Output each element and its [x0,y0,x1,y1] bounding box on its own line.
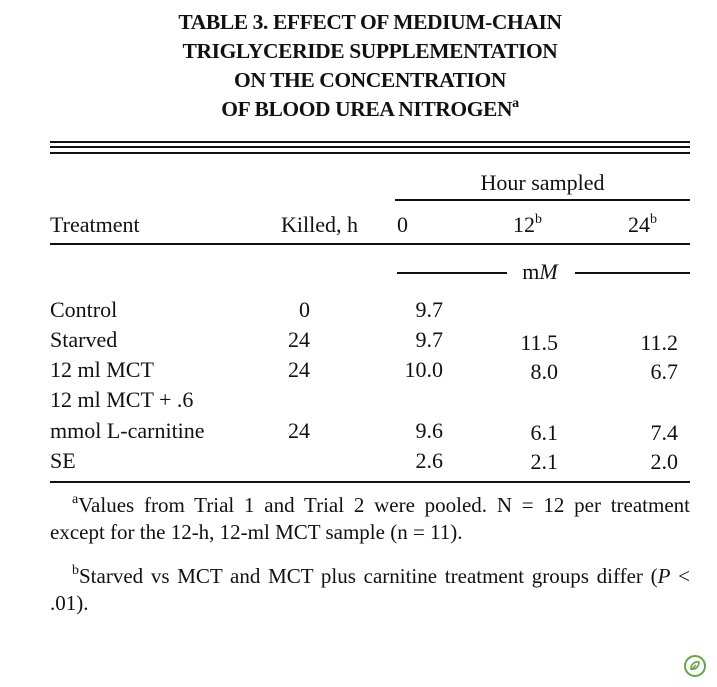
title-line-4-text: OF BLOOD UREA NITROGEN [221,97,513,121]
title-line-2: TRIGLYCERIDE SUPPLEMENTATION [182,39,558,63]
row-hour-12: 2.1 [530,449,559,474]
top-rule-3 [50,152,690,154]
unit-rule-right [575,272,690,274]
header-rule [50,243,690,245]
row-hour-24: 2.0 [650,449,679,474]
unit-rule-left [397,272,507,274]
row-hour-0: 10.0 [404,357,444,382]
leaf-badge-icon [684,655,706,677]
row-hour-12: 8.0 [530,359,559,384]
row-treatment: 12 ml MCT + .6 [50,387,194,412]
footnote-b: bStarved vs MCT and MCT plus carnitine t… [50,563,690,617]
header-treatment: Treatment [50,212,140,237]
unit-label-text: mM [522,259,558,284]
header-hour-12-mark: b [535,212,542,227]
row-killed: 24 [288,357,310,382]
row-hour-0: 9.7 [415,297,444,322]
title-line-4: OF BLOOD UREA NITROGENa [50,95,690,124]
row-hour-0: 2.6 [415,448,444,473]
unit-label: mM [507,259,573,285]
header-hour-24-mark: b [650,212,657,227]
header-hour-24: 24b [628,212,657,238]
top-rule-2 [50,146,690,148]
top-rule-1 [50,141,690,143]
footnote-b-text-2: < .01). [50,564,691,615]
row-hour-0: 9.6 [415,418,444,443]
header-hour-12: 12b [513,212,542,238]
row-killed: 24 [288,327,310,352]
header-killed: Killed, h [281,212,358,237]
header-hour-24-text: 24 [628,212,650,237]
row-treatment: 12 ml MCT [50,357,154,382]
row-treatment: SE [50,448,76,473]
row-treatment: Control [50,297,118,322]
table-title: TABLE 3. EFFECT OF MEDIUM-CHAIN TRIGLYCE… [50,8,690,124]
header-group-rule [395,199,690,201]
footnote-a-mark: a [72,492,79,507]
bottom-rule [50,481,690,483]
row-hour-0: 9.7 [415,327,444,352]
title-line-3: ON THE CONCENTRATION [234,68,506,92]
row-treatment: mmol L-carnitine [50,418,205,443]
footnote-b-mark: b [72,563,79,578]
row-killed: 24 [288,418,310,443]
footnote-a: aValues from Trial 1 and Trial 2 were po… [50,492,690,546]
header-hour-sampled: Hour sampled [480,170,605,195]
row-hour-12: 11.5 [520,330,558,355]
footnote-b-text-1: Starved vs MCT and MCT plus carnitine tr… [79,564,658,588]
row-hour-12: 6.1 [530,420,559,445]
footnote-a-text: Values from Trial 1 and Trial 2 were poo… [50,493,690,544]
title-footnote-mark: a [512,96,519,111]
footnote-b-p: P [657,564,671,588]
row-hour-24: 11.2 [640,330,678,355]
row-killed: 0 [299,297,310,322]
row-treatment: Starved [50,327,118,352]
row-hour-24: 7.4 [650,420,679,445]
header-hour-0: 0 [397,212,408,237]
title-line-1: TABLE 3. EFFECT OF MEDIUM-CHAIN [178,10,562,34]
row-hour-24: 6.7 [650,359,679,384]
header-hour-12-text: 12 [513,212,535,237]
